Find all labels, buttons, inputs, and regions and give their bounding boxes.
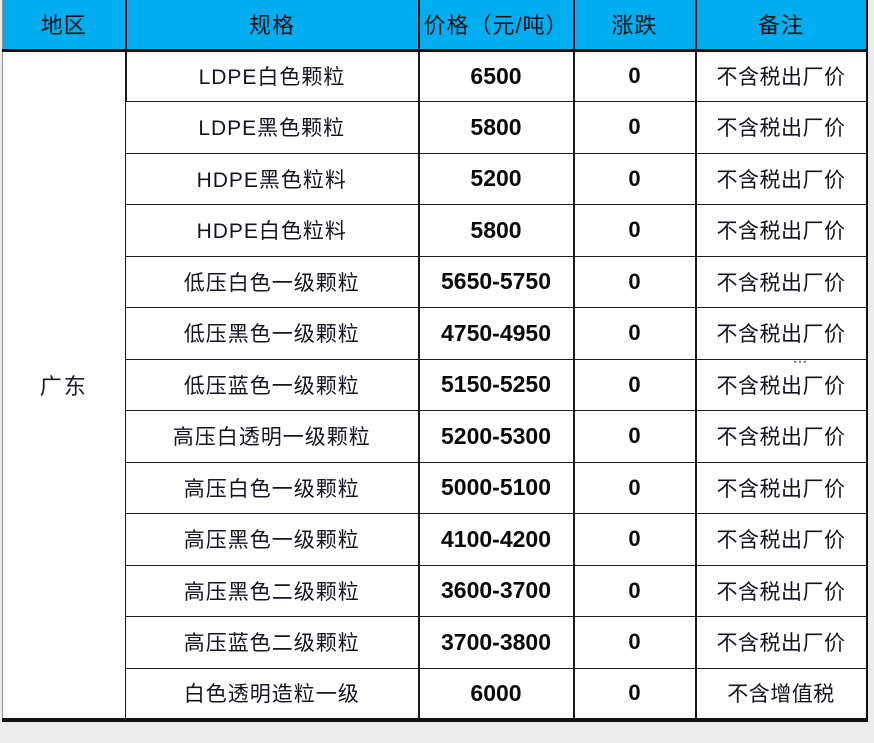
spec-cell: 高压蓝色二级颗粒 — [125, 616, 419, 669]
price-cell: 5200-5300 — [417, 410, 574, 463]
spec-cell: 高压黑色二级颗粒 — [125, 564, 419, 617]
table-row: 高压黑色二级颗粒 3600-3700 0 不含税出厂价 — [3, 564, 867, 617]
price-cell: 5650-5750 — [417, 255, 574, 308]
spec-cell: 高压白色一级颗粒 — [125, 461, 419, 514]
change-cell: 0 — [572, 616, 696, 669]
change-cell: 0 — [572, 564, 696, 617]
price-cell: 5800 — [417, 101, 574, 154]
table-row: 高压白透明一级颗粒 5200-5300 0 不含税出厂价 — [3, 410, 867, 463]
spec-cell: 低压蓝色一级颗粒 — [125, 358, 419, 411]
table-row: 低压蓝色一级颗粒 5150-5250 0 不含税出厂价 — [3, 358, 867, 411]
table-row: 高压黑色一级颗粒 4100-4200 0 不含税出厂价 — [3, 513, 867, 566]
change-cell: 0 — [572, 410, 696, 463]
note-cell: 不含税出厂价 — [694, 152, 867, 205]
price-cell: 6500 — [417, 49, 574, 102]
note-cell: 不含税出厂价 — [694, 101, 867, 154]
price-cell: 5800 — [417, 204, 574, 257]
price-cell: 4100-4200 — [417, 513, 574, 566]
note-cell: 不含税出厂价 — [694, 513, 867, 566]
note-cell: 不含税出厂价 — [694, 307, 867, 360]
table-row: 低压黑色一级颗粒 4750-4950 0 不含税出厂价 — [3, 307, 867, 360]
spec-cell: 高压黑色一级颗粒 — [125, 513, 419, 566]
note-cell: 不含税出厂价 — [694, 461, 867, 514]
change-cell: 0 — [572, 49, 696, 102]
table-row: 高压蓝色二级颗粒 3700-3800 0 不含税出厂价 — [3, 616, 867, 669]
note-cell: 不含税出厂价 — [694, 358, 867, 411]
spec-cell: 低压白色一级颗粒 — [125, 255, 419, 308]
price-cell: 5200 — [417, 152, 574, 205]
col-header-change: 涨跌 — [572, 0, 696, 52]
col-header-region: 地区 — [2, 0, 126, 52]
price-cell: 3600-3700 — [417, 564, 574, 617]
table-row: 低压白色一级颗粒 5650-5750 0 不含税出厂价 — [3, 255, 867, 308]
change-cell: 0 — [572, 461, 696, 514]
change-cell: 0 — [572, 255, 696, 308]
spec-cell: 高压白透明一级颗粒 — [125, 410, 419, 463]
price-cell: 5150-5250 — [417, 358, 574, 411]
change-cell: 0 — [572, 204, 696, 257]
table-row: 广东 LDPE白色颗粒 6500 0 不含税出厂价 — [2, 49, 867, 720]
table-row: 高压白色一级颗粒 5000-5100 0 不含税出厂价 — [3, 461, 867, 514]
col-header-note: 备注 — [694, 0, 867, 52]
change-cell: 0 — [572, 358, 696, 411]
price-cell: 6000 — [417, 667, 574, 720]
spec-cell: HDPE黑色粒料 — [125, 152, 419, 205]
note-cell: 不含税出厂价 — [694, 204, 867, 257]
note-cell: 不含税出厂价 — [694, 49, 867, 102]
price-cell: 4750-4950 — [417, 307, 574, 360]
spec-cell: 低压黑色一级颗粒 — [125, 307, 419, 360]
change-cell: 0 — [572, 513, 696, 566]
spec-cell: 白色透明造粒一级 — [125, 667, 419, 720]
note-cell: 不含税出厂价 — [694, 255, 867, 308]
change-cell: 0 — [572, 101, 696, 154]
note-cell: 不含税出厂价 — [694, 564, 867, 617]
table-row: HDPE白色粒料 5800 0 不含税出厂价 — [3, 204, 867, 257]
region-cell: 广东 — [2, 49, 126, 720]
change-cell: 0 — [572, 307, 696, 360]
spec-cell: LDPE白色颗粒 — [124, 49, 419, 102]
table-row: LDPE黑色颗粒 5800 0 不含税出厂价 — [3, 101, 867, 154]
change-cell: 0 — [572, 667, 696, 720]
header-row: 地区 规格 价格（元/吨） 涨跌 备注 — [2, 0, 867, 52]
spec-cell: HDPE白色粒料 — [125, 204, 419, 257]
col-header-price: 价格（元/吨） — [417, 0, 574, 52]
table-row: 白色透明造粒一级 6000 0 不含增值税 — [3, 667, 867, 720]
price-cell: 5000-5100 — [417, 461, 574, 514]
note-cell: 不含税出厂价 — [694, 410, 867, 463]
note-cell: 不含增值税 — [694, 667, 867, 720]
note-cell: 不含税出厂价 — [694, 616, 867, 669]
price-cell: 3700-3800 — [417, 616, 574, 669]
price-table: 地区 规格 价格（元/吨） 涨跌 备注 广东 LDPE白色颗粒 6500 0 不含税出厂… — [2, 0, 868, 722]
table-row: HDPE黑色粒料 5200 0 不含税出厂价 — [3, 152, 867, 205]
change-cell: 0 — [572, 152, 696, 205]
col-header-spec: 规格 — [124, 0, 419, 52]
spec-cell: LDPE黑色颗粒 — [125, 101, 419, 154]
